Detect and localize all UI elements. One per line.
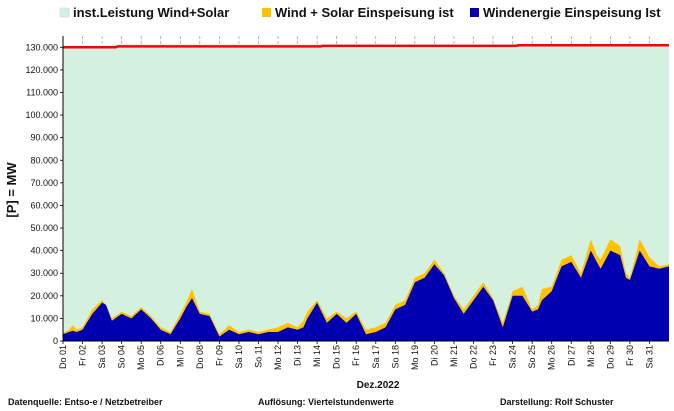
x-tick-label: Fr 16 <box>351 345 361 366</box>
x-tick-labels: Do 01 Fr 02 Sa 03 So 04 Mo 05 Di 06 Mi 07 Do 08… <box>58 341 654 370</box>
series-line-installed-capacity <box>63 44 669 49</box>
x-tick-label: Di 27 <box>566 345 576 366</box>
series-area-installed-capacity <box>63 45 669 342</box>
x-tick-label: Fr 09 <box>214 345 224 366</box>
y-tick-label: 30.000 <box>30 268 58 278</box>
y-tick-label: 0 <box>53 336 58 346</box>
y-tick-label: 130.000 <box>25 42 58 52</box>
x-tick-label: Mi 14 <box>312 345 322 367</box>
y-tick-label: 20.000 <box>30 291 58 301</box>
x-tick-label: Mi 21 <box>449 345 459 367</box>
y-tick-label: 40.000 <box>30 246 58 256</box>
y-tick-label: 80.000 <box>30 155 58 165</box>
x-tick-label: So 11 <box>253 345 263 368</box>
x-tick-label: Do 08 <box>195 345 205 369</box>
x-tick-label: Mi 28 <box>586 345 596 367</box>
y-tick-label: 120.000 <box>25 65 58 75</box>
x-tick-label: So 18 <box>390 345 400 369</box>
x-tick-label: Mo 12 <box>273 345 283 370</box>
x-tick-label: Di 13 <box>293 345 303 366</box>
legend-label: Windenergie Einspeisung Ist <box>483 5 661 20</box>
axes <box>62 36 669 342</box>
y-tick-label: 10.000 <box>30 313 58 323</box>
x-tick-label: So 04 <box>117 345 127 369</box>
x-tick-label: Do 15 <box>332 345 342 369</box>
y-tick-label: 110.000 <box>26 87 58 97</box>
y-tick-label: 90.000 <box>30 133 58 143</box>
y-tick-label: 70.000 <box>30 178 58 188</box>
footer-author: Darstellung: Rolf Schuster <box>500 397 614 407</box>
x-tick-label: So 25 <box>527 345 537 369</box>
series-area-wind <box>63 250 669 341</box>
x-tick-label: Fr 02 <box>78 345 88 366</box>
x-tick-label: Do 22 <box>469 345 479 369</box>
x-tick-label: Do 01 <box>58 345 68 369</box>
x-tick-label: Sa 10 <box>234 345 244 369</box>
footer-source: Datenquelle: Entso-e / Netzbetreiber <box>8 397 163 407</box>
x-tick-label: Fr 30 <box>625 345 635 366</box>
y-axis-label: [P] = MW <box>4 162 19 218</box>
series-areas <box>63 44 669 342</box>
legend: inst.Leistung Wind+Solar Wind + Solar Ein… <box>59 5 661 20</box>
legend-swatch <box>470 8 479 17</box>
x-tick-label: Sa 31 <box>644 345 654 369</box>
y-tick-label: 50.000 <box>30 223 58 233</box>
footer-resolution: Auflösung: Viertelstundenwerte <box>258 397 394 407</box>
legend-swatch <box>262 8 271 17</box>
legend-label: inst.Leistung Wind+Solar <box>73 5 229 20</box>
y-tick-label: 100.000 <box>25 110 58 120</box>
x-tick-label: Di 06 <box>156 345 166 366</box>
y-tick-label: 60.000 <box>30 200 58 210</box>
x-tick-label: Sa 03 <box>97 345 107 369</box>
x-tick-label: Mi 07 <box>175 345 185 367</box>
legend-label: Wind + Solar Einspeisung ist <box>275 5 454 20</box>
x-tick-label: Sa 17 <box>371 345 381 369</box>
x-tick-label: Fr 23 <box>488 345 498 366</box>
x-tick-label: Mo 26 <box>547 345 557 370</box>
x-tick-label: Di 20 <box>429 345 439 366</box>
legend-swatch <box>59 7 70 18</box>
y-tick-labels: 0 10.000 20.000 30.000 40.000 50.000 60.000 70.… <box>25 42 63 346</box>
x-tick-label: Mo 05 <box>136 345 146 370</box>
x-tick-label: Sa 24 <box>508 345 518 369</box>
x-axis-label: Dez.2022 <box>357 380 400 391</box>
x-tick-label: Do 29 <box>605 345 615 369</box>
x-tick-label: Mo 19 <box>410 345 420 370</box>
